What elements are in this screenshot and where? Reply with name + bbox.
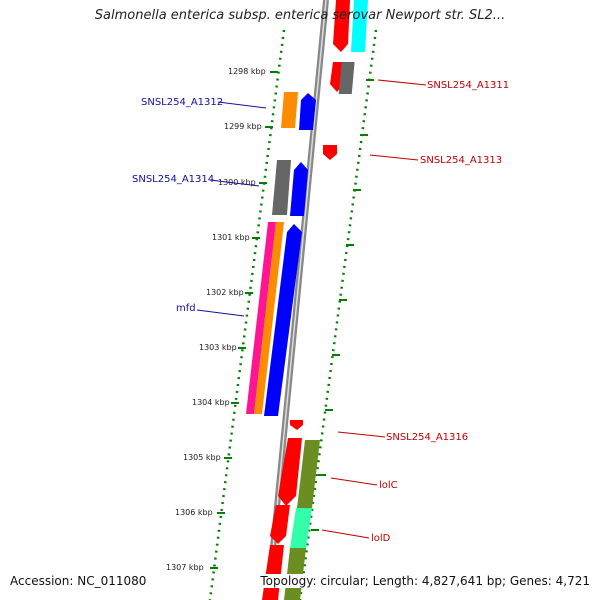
- right-callouts: [321, 79, 427, 539]
- tick-label: 1302 kbp: [206, 288, 244, 297]
- tick-label: 1306 kbp: [175, 508, 213, 517]
- left-ticks: [210, 71, 278, 569]
- genome-summary-text: Topology: circular; Length: 4,827,641 bp…: [258, 574, 592, 588]
- tick-label: 1298 kbp: [228, 67, 266, 76]
- tick-label: 1300 kbp: [218, 178, 256, 187]
- label-lolC[interactable]: lolC: [379, 480, 398, 491]
- gene-A1314-blue: [290, 162, 308, 216]
- gene-lolC-red: [278, 438, 302, 506]
- feature-A1316: [290, 420, 303, 430]
- label-SNSL254_A1312[interactable]: SNSL254_A1312: [141, 97, 223, 108]
- gene-A1313-red: [323, 145, 337, 160]
- tick-label: 1301 kbp: [212, 233, 250, 242]
- accession-text: Accession: NC_011080: [8, 574, 149, 588]
- feature-lolC: [278, 438, 320, 508]
- right-dotted-track: [298, 29, 378, 600]
- right-ticks: [311, 79, 374, 531]
- label-SNSL254_A1311[interactable]: SNSL254_A1311: [427, 80, 509, 91]
- tick-label: 1307 kbp: [166, 563, 204, 572]
- tick-label: 1303 kbp: [199, 343, 237, 352]
- tick-label: 1304 kbp: [192, 398, 230, 407]
- label-SNSL254_A1314[interactable]: SNSL254_A1314: [132, 174, 214, 185]
- gene-A1312-orange: [281, 92, 298, 128]
- gene-A1316-red: [290, 420, 303, 430]
- left-dotted-track: [208, 29, 286, 600]
- tick-label: 1305 kbp: [183, 453, 221, 462]
- gene-mfd-orange: [254, 222, 284, 414]
- backbone-highlight: [267, 0, 327, 600]
- gene-lower-red: [262, 545, 284, 600]
- gene-lolD-aqua: [290, 508, 312, 548]
- gene-A1312-blue: [299, 93, 316, 130]
- gene-mfd-magenta: [246, 222, 276, 414]
- label-SNSL254_A1313[interactable]: SNSL254_A1313: [420, 155, 502, 166]
- left-callouts: [196, 101, 267, 317]
- feature-mfd: [246, 222, 302, 416]
- gene-A1311-gray: [338, 62, 355, 94]
- tick-labels: 1298 kbp 1299 kbp 1300 kbp 1301 kbp 1302…: [166, 67, 266, 572]
- label-SNSL254_A1316[interactable]: SNSL254_A1316: [386, 432, 468, 443]
- map-title: Salmonella enterica subsp. enterica sero…: [94, 8, 506, 23]
- feature-A1310-region: [323, 0, 368, 160]
- gene-lolC-olive: [297, 440, 320, 508]
- gene-mfd-blue: [264, 224, 302, 416]
- feature-A1312: [281, 92, 316, 130]
- label-mfd[interactable]: mfd: [176, 303, 196, 314]
- label-lolD[interactable]: lolD: [371, 533, 391, 544]
- gene-red-top: [333, 0, 350, 52]
- tick-label: 1299 kbp: [224, 122, 262, 131]
- feature-A1314: [272, 160, 308, 216]
- gene-lolD-red: [270, 505, 290, 544]
- gene-A1314-gray: [272, 160, 291, 215]
- gene-cyan-top: [351, 0, 368, 52]
